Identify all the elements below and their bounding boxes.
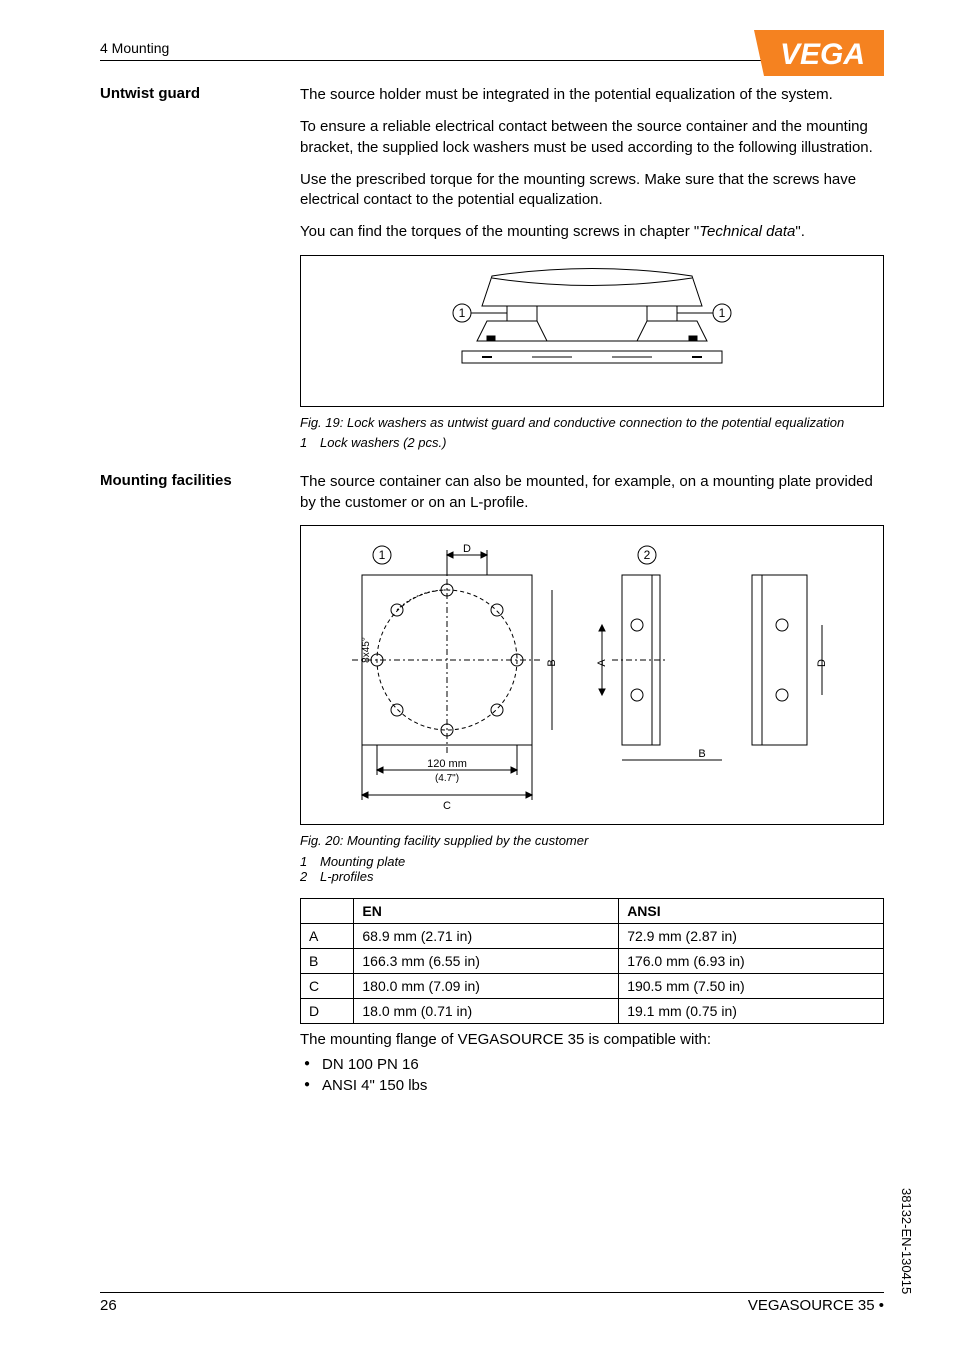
- figure-20: 1 2 D B A D 8x45° 120 mm (4.7") C B: [300, 525, 884, 825]
- table-row: D 18.0 mm (0.71 in) 19.1 mm (0.75 in): [301, 998, 884, 1023]
- page-footer: 26 VEGASOURCE 35 •: [100, 1292, 884, 1314]
- table-cell: D: [301, 998, 354, 1023]
- table-cell: 180.0 mm (7.09 in): [354, 973, 619, 998]
- svg-text:8x45°: 8x45°: [361, 637, 372, 663]
- paragraph: The source container can also be mounted…: [300, 472, 884, 513]
- legend-text: L-profiles: [320, 869, 373, 884]
- text: ".: [795, 223, 805, 240]
- brand-logo: VEGA: [754, 30, 884, 80]
- figure-20-caption: Fig. 20: Mounting facility supplied by t…: [300, 833, 884, 850]
- table-header: [301, 898, 354, 923]
- legend-num: 1: [300, 435, 320, 450]
- paragraph: You can find the torques of the mounting…: [300, 222, 884, 242]
- legend-num: 1: [300, 854, 320, 869]
- svg-text:B: B: [698, 748, 705, 760]
- text-italic: Technical data: [699, 223, 795, 240]
- legend-num: 2: [300, 869, 320, 884]
- svg-text:1: 1: [459, 306, 466, 320]
- product-name: VEGASOURCE 35 •: [748, 1297, 884, 1314]
- document-id: 38132-EN-130415: [899, 1188, 914, 1294]
- table-header: ANSI: [619, 898, 884, 923]
- paragraph: The mounting flange of VEGASOURCE 35 is …: [300, 1030, 884, 1050]
- page-number: 26: [100, 1297, 117, 1314]
- side-label-untwist: Untwist guard: [100, 85, 300, 464]
- svg-text:120 mm: 120 mm: [427, 758, 467, 770]
- svg-text:1: 1: [379, 548, 386, 562]
- table-cell: 176.0 mm (6.93 in): [619, 948, 884, 973]
- legend-text: Lock washers (2 pcs.): [320, 435, 446, 450]
- figure-20-legend: 1Mounting plate 2L-profiles: [300, 854, 884, 884]
- table-cell: 72.9 mm (2.87 in): [619, 923, 884, 948]
- table-row: A 68.9 mm (2.71 in) 72.9 mm (2.87 in): [301, 923, 884, 948]
- table-cell: 18.0 mm (0.71 in): [354, 998, 619, 1023]
- svg-text:B: B: [546, 659, 558, 666]
- paragraph: The source holder must be integrated in …: [300, 85, 884, 105]
- svg-text:VEGA: VEGA: [780, 38, 865, 71]
- side-label-mounting: Mounting facilities: [100, 472, 300, 1096]
- svg-text:D: D: [463, 543, 471, 555]
- table-row: B 166.3 mm (6.55 in) 176.0 mm (6.93 in): [301, 948, 884, 973]
- section-title: 4 Mounting: [100, 40, 169, 56]
- svg-text:C: C: [443, 800, 451, 812]
- figure-19-caption: Fig. 19: Lock washers as untwist guard a…: [300, 415, 884, 432]
- figure-19-legend: 1Lock washers (2 pcs.): [300, 435, 884, 450]
- list-item: DN 100 PN 16: [304, 1054, 884, 1075]
- svg-text:(4.7"): (4.7"): [435, 773, 459, 784]
- table-cell: C: [301, 973, 354, 998]
- svg-text:1: 1: [719, 306, 726, 320]
- figure-19: 1 1: [300, 255, 884, 407]
- table-cell: 68.9 mm (2.71 in): [354, 923, 619, 948]
- table-cell: 166.3 mm (6.55 in): [354, 948, 619, 973]
- svg-text:A: A: [596, 659, 608, 667]
- dimensions-table: EN ANSI A 68.9 mm (2.71 in) 72.9 mm (2.8…: [300, 898, 884, 1024]
- table-header: EN: [354, 898, 619, 923]
- table-cell: A: [301, 923, 354, 948]
- paragraph: Use the prescribed torque for the mounti…: [300, 170, 884, 211]
- list-item: ANSI 4" 150 lbs: [304, 1075, 884, 1096]
- table-cell: B: [301, 948, 354, 973]
- table-cell: 19.1 mm (0.75 in): [619, 998, 884, 1023]
- table-cell: 190.5 mm (7.50 in): [619, 973, 884, 998]
- paragraph: To ensure a reliable electrical contact …: [300, 117, 884, 158]
- table-row: C 180.0 mm (7.09 in) 190.5 mm (7.50 in): [301, 973, 884, 998]
- text: You can find the torques of the mounting…: [300, 223, 699, 240]
- legend-text: Mounting plate: [320, 854, 405, 869]
- svg-text:D: D: [816, 659, 828, 667]
- compat-list: DN 100 PN 16 ANSI 4" 150 lbs: [304, 1054, 884, 1096]
- svg-text:2: 2: [644, 548, 651, 562]
